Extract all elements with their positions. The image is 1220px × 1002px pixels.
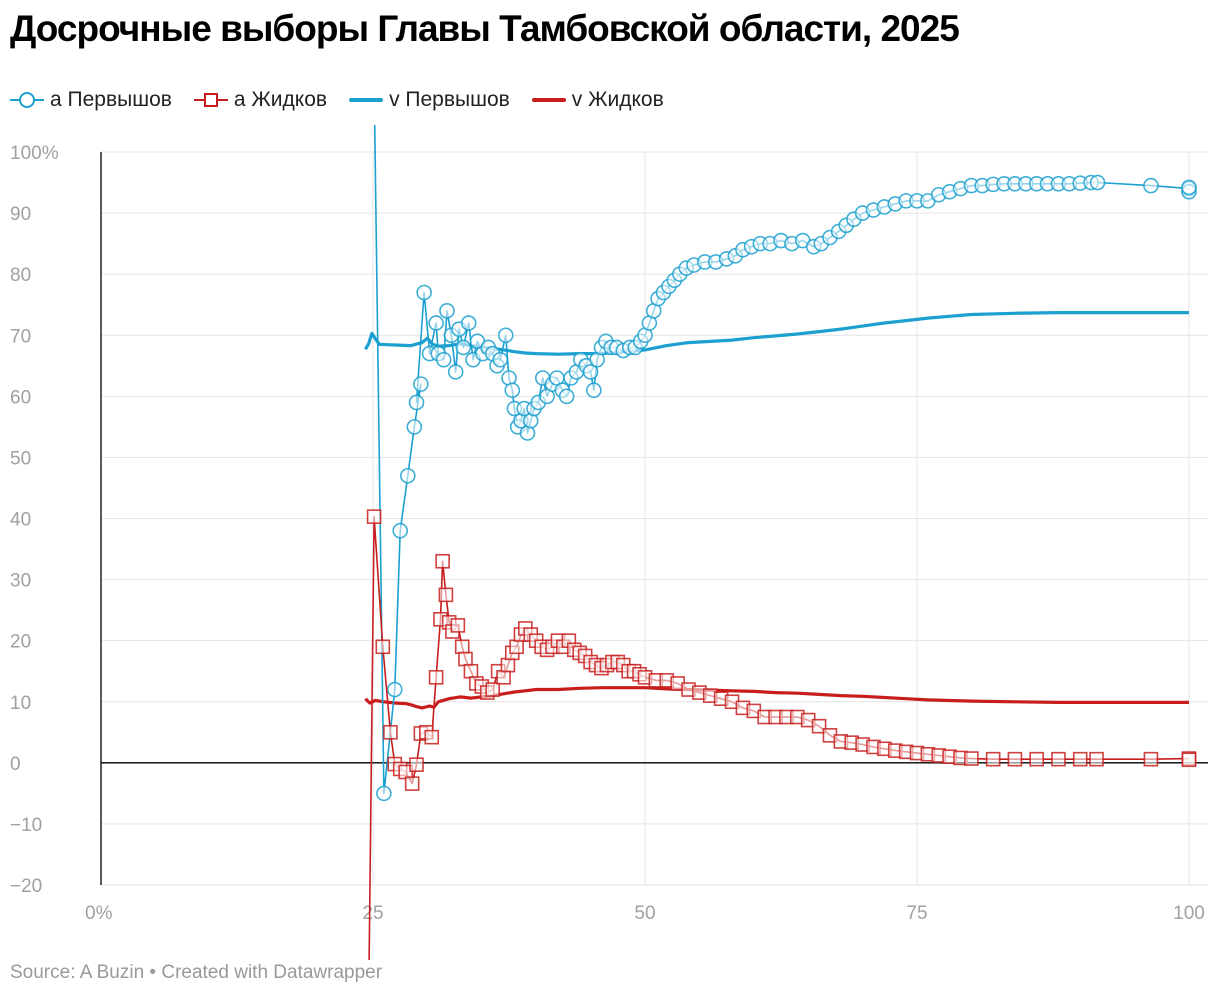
data-point: [408, 394, 425, 411]
legend-circle-marker-icon: [10, 92, 44, 108]
chart-title: Досрочные выборы Главы Тамбовской област…: [10, 8, 960, 49]
y-tick-label: 30: [10, 571, 31, 592]
data-point: [1143, 751, 1159, 767]
legend-square-marker-icon: [193, 93, 228, 107]
data-point: [392, 522, 409, 539]
legend-label: v Жидков: [571, 88, 664, 111]
y-tick-label: 20: [10, 632, 31, 653]
data-point: [463, 663, 479, 679]
y-tick-label: −10: [10, 815, 42, 836]
data-point: [509, 639, 524, 655]
legend: a Первышов a Жидков v Первышов v Жидков: [10, 86, 686, 114]
data-point: [428, 315, 444, 331]
data-point: [1072, 751, 1088, 767]
legend-item-v-pervyshov: v Первышов: [349, 88, 510, 112]
data-point: [416, 284, 432, 301]
data-point: [435, 553, 450, 569]
data-point: [435, 351, 452, 368]
data-point: [1089, 751, 1104, 767]
data-point: [458, 651, 473, 667]
data-point: [1181, 179, 1197, 196]
data-point: [383, 724, 398, 740]
y-tick-label: 10: [10, 693, 31, 714]
data-point: [964, 751, 979, 766]
y-tick-label: 60: [10, 387, 31, 408]
data-point: [455, 339, 472, 356]
data-point: [1029, 751, 1044, 767]
data-point: [454, 639, 470, 655]
data-point: [1181, 752, 1197, 768]
data-point: [1007, 751, 1023, 767]
data-point: [460, 315, 477, 331]
data-point: [582, 364, 599, 380]
data-point: [558, 388, 575, 405]
y-tick-label: 0: [10, 754, 21, 775]
data-point: [406, 419, 423, 435]
y-tick-label: 100%: [10, 143, 59, 164]
x-tick-label: 75: [906, 903, 927, 924]
y-tick-label: 40: [10, 510, 31, 531]
data-point: [1089, 174, 1106, 191]
data-point: [447, 364, 464, 380]
x-tick-label: 25: [362, 903, 383, 924]
data-point: [485, 682, 500, 697]
legend-item-v-zhidkov: v Жидков: [531, 88, 664, 112]
data-point: [985, 751, 1001, 767]
source-credit: Source: A Buzin • Created with Datawrapp…: [10, 962, 383, 983]
data-point: [811, 718, 827, 734]
y-tick-label: 80: [10, 265, 31, 286]
data-point: [400, 467, 416, 484]
data-point: [497, 327, 514, 344]
y-tick-label: 50: [10, 448, 31, 469]
data-point: [496, 670, 511, 685]
legend-line-icon: [349, 98, 384, 102]
legend-label: v Первышов: [389, 88, 510, 111]
data-point: [438, 587, 454, 603]
data-point: [504, 382, 521, 399]
legend-item-a-zhidkov: a Жидков: [193, 88, 328, 112]
data-point: [375, 639, 391, 655]
y-tick-label: −20: [10, 876, 42, 897]
data-point: [1143, 177, 1159, 194]
data-point: [492, 351, 509, 368]
x-tick-label: 100: [1173, 903, 1205, 924]
legend-item-a-pervyshov: a Первышов: [10, 88, 172, 112]
data-point: [376, 785, 392, 802]
data-point: [500, 657, 516, 673]
legend-label: a Жидков: [233, 88, 328, 111]
data-point: [586, 382, 602, 399]
series-line: [364, 686, 1189, 710]
legend-label: a Первышов: [50, 88, 172, 111]
data-point: [409, 757, 424, 772]
x-tick-label: 50: [634, 903, 655, 924]
data-point: [450, 618, 466, 633]
data-point: [386, 681, 403, 698]
data-point: [404, 776, 420, 791]
data-point: [366, 509, 382, 524]
series-thin-line: [368, 515, 1190, 960]
y-tick-label: 90: [10, 204, 31, 225]
data-point: [413, 376, 429, 392]
y-tick-label: 70: [10, 326, 31, 347]
x-tick-label: 0%: [85, 903, 113, 924]
legend-line-icon: [531, 98, 566, 102]
data-point: [428, 670, 444, 685]
data-point: [1051, 751, 1066, 767]
data-point: [424, 729, 440, 745]
plot-area: [364, 125, 1197, 960]
data-point: [439, 303, 455, 319]
